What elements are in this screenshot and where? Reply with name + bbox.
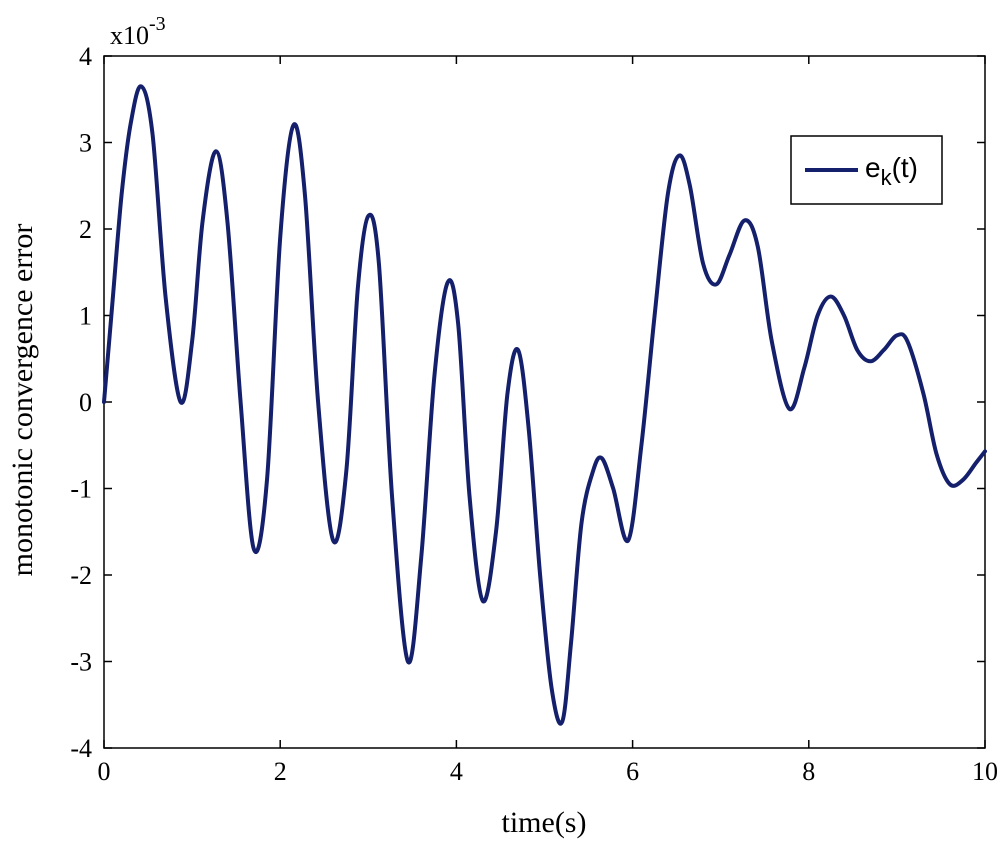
series-line: [102, 84, 987, 726]
x-tick-label: 8: [802, 757, 815, 786]
y-exponent-base: x10: [110, 21, 149, 50]
y-exponent-label: x10-3: [110, 13, 166, 50]
x-axis-label: time(s): [502, 806, 587, 839]
y-tick-label: 4: [79, 42, 92, 71]
y-tick-label: 2: [79, 215, 92, 244]
y-tick-label: 0: [79, 388, 92, 417]
legend: ek(t): [790, 135, 943, 205]
x-tick-label: 6: [626, 757, 639, 786]
x-tick-label: 2: [274, 757, 287, 786]
legend-box: [790, 135, 943, 205]
legend-entry-suffix: (t): [892, 152, 918, 183]
x-tick-labels: 0 2 4 6 8 10: [98, 757, 999, 786]
y-exponent-power: -3: [149, 13, 166, 35]
y-tick-label: -3: [70, 648, 92, 677]
y-tick-label: 1: [79, 302, 92, 331]
y-tick-label: -4: [70, 734, 92, 763]
legend-entry: ek(t): [865, 152, 918, 190]
y-tick-label: -2: [70, 561, 92, 590]
y-axis-label: monotonic convergence error: [6, 224, 39, 577]
y-tick-labels: 4 3 2 1 0 -1 -2 -3 -4: [70, 42, 92, 763]
x-tick-label: 10: [972, 757, 998, 786]
legend-entry-main: e: [865, 152, 881, 183]
x-tick-label: 0: [98, 757, 111, 786]
legend-entry-sub: k: [881, 165, 893, 190]
x-tick-label: 4: [450, 757, 463, 786]
y-tick-label: -1: [70, 475, 92, 504]
y-tick-label: 3: [79, 129, 92, 158]
